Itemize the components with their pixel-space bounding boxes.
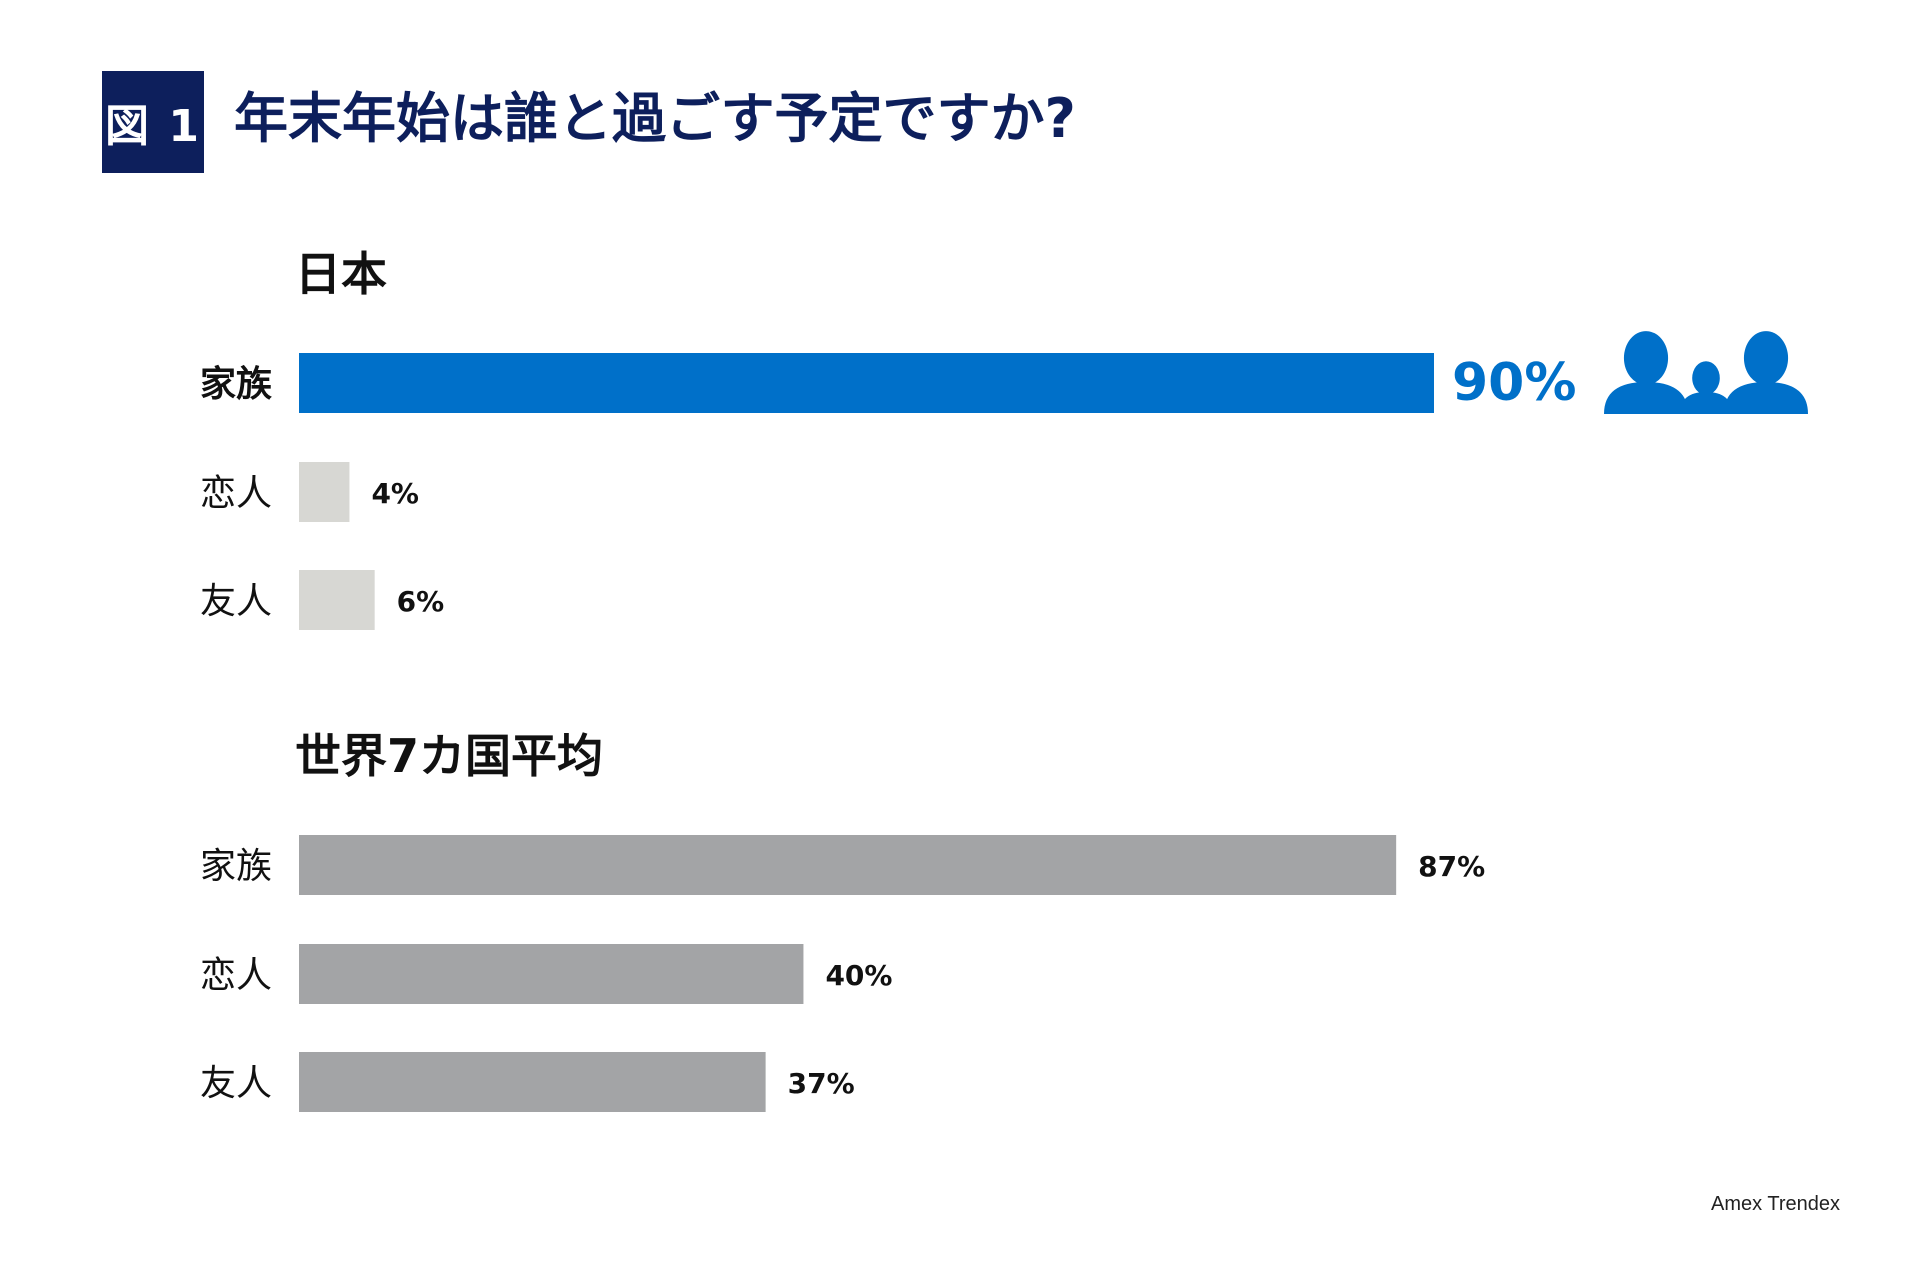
category-label: 恋人 <box>200 955 272 996</box>
family-icon <box>1604 331 1808 414</box>
category-label: 友人 <box>200 581 272 622</box>
chart-title: 日本 <box>295 247 387 301</box>
bar <box>299 462 350 522</box>
bar <box>299 570 375 630</box>
category-label: 友人 <box>200 1063 272 1104</box>
chart-title: 世界7カ国平均 <box>295 729 603 783</box>
category-label: 家族 <box>200 846 272 887</box>
bar <box>299 353 1434 413</box>
category-label: 家族 <box>200 364 272 405</box>
bar <box>299 835 1397 895</box>
bar <box>299 944 804 1004</box>
figure-badge: 図 1 <box>102 71 204 173</box>
value-label: 87% <box>1418 850 1485 883</box>
value-label: 90% <box>1452 353 1576 413</box>
value-label: 40% <box>825 959 892 992</box>
source-label: Amex Trendex <box>1711 1193 1840 1215</box>
category-label: 恋人 <box>200 473 272 514</box>
value-label: 37% <box>788 1067 855 1100</box>
value-label: 4% <box>371 477 419 510</box>
value-label: 6% <box>397 585 445 618</box>
bar <box>299 1052 766 1112</box>
page-title: 年末年始は誰と過ごす予定ですか? <box>234 87 1076 150</box>
